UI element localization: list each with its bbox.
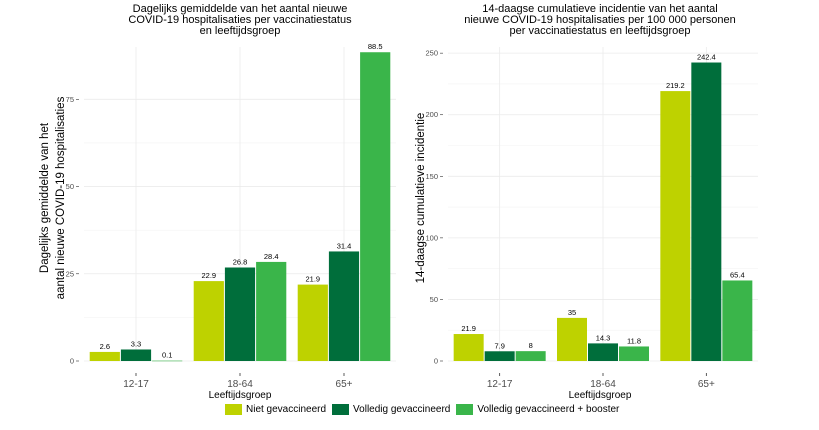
chart1-title-line: Dagelijks gemiddelde van het aantal nieu… [133,3,348,15]
chart2-data-label: 8 [529,341,533,350]
legend-swatch-volledig [332,404,350,415]
chart1-xlabel: Leeftijdsgroep [209,390,272,401]
chart1-bar-booster [360,52,391,361]
chart1-ytick-label: 75 [66,95,74,104]
chart2-ytick-label: 250 [425,49,438,58]
chart2-data-label: 7.9 [494,341,504,350]
chart2-xtick-label: 12-17 [487,379,513,390]
chart2-data-label: 65.4 [730,270,745,279]
chart1-bar-niet [297,284,328,361]
legend-item-volledig-gevaccineerd: Volledig gevaccineerd [332,404,450,415]
chart1-bar-niet [193,281,224,361]
legend-label-volledig: Volledig gevaccineerd [353,404,451,415]
chart2-ylabel-line: 14-daagse cumulatieve incidentie [415,113,427,284]
chart2-bar-niet [557,317,587,361]
chart1-title-line: COVID-19 hospitalisaties per vaccinaties… [128,14,352,26]
chart2-data-label: 242.4 [697,53,716,62]
legend-item-niet-gevaccineerd: Niet gevaccineerd [225,404,326,415]
chart2-data-label: 219.2 [666,81,685,90]
chart1-data-label: 2.6 [100,342,110,351]
legend-item-booster: Volledig gevaccineerd + booster [456,404,619,415]
chart2-bar-booster [619,346,649,361]
legend-label-booster: Volledig gevaccineerd + booster [477,404,620,415]
chart2-title-line: nieuwe COVID-19 hospitalisaties per 100 … [464,14,736,26]
chart2-data-label: 11.8 [627,336,641,345]
chart1-bar-booster [152,360,183,362]
chart2-ytick-label: 200 [425,110,438,119]
chart2-bar-niet [660,91,691,362]
chart1-bar-volledig [328,251,360,361]
chart1-data-label: 26.8 [233,257,248,266]
chart2-bar-booster [722,280,753,361]
chart1-bar-niet [89,351,120,361]
chart1-data-label: 28.4 [264,252,279,261]
legend-swatch-niet [225,404,242,415]
chart1-data-label: 0.1 [162,351,172,360]
chart2-ytick-label: 150 [425,172,438,181]
chart1-data-label: 31.4 [337,241,352,250]
chart2-bar-volledig [588,343,618,361]
chart2-xlabel: Leeftijdsgroep [569,390,632,401]
chart1-data-label: 88.5 [368,42,383,51]
chart1-data-label: 21.9 [305,275,320,284]
chart1-ylabel-line: aantal nieuwe COVID-19 hospitalisaties [55,96,67,299]
chart1-bar-volledig [120,349,152,361]
chart1-ylabel-line: Dagelijks gemiddelde van het [39,122,51,273]
chart1-xtick-label: 18-64 [227,379,253,390]
chart2-ytick-label: 50 [430,295,438,304]
chart1-bar-booster [256,261,287,361]
chart2-title-line: per vaccinatiestatus en leeftijdsgroep [510,25,691,37]
chart2-xtick-label: 65+ [698,379,715,390]
legend: Niet gevaccineerd Volledig gevaccineerd … [225,404,625,415]
chart2-data-label: 21.9 [461,324,476,333]
chart1-data-label: 22.9 [201,271,216,280]
chart2-xtick-label: 18-64 [590,379,616,390]
chart2-bar-niet [453,334,484,361]
chart2-ytick-label: 0 [434,357,438,366]
chart2-bar-volledig [691,62,722,362]
chart2-title-line: 14-daagse cumulatieve incidentie van het… [482,3,717,15]
chart1-data-label: 3.3 [131,339,141,348]
legend-swatch-booster [456,404,474,415]
chart2-bar-booster [515,351,546,361]
chart1-xtick-label: 65+ [336,379,353,390]
chart1-ytick-label: 0 [70,357,74,366]
chart1-bar-volledig [224,267,256,361]
chart1-ytick-label: 50 [66,182,74,191]
chart1-title-line: en leeftijdsgroep [200,25,281,37]
chart2-bar-volledig [484,351,515,361]
chart2-data-label: 14.3 [596,333,611,342]
chart2-data-label: 35 [568,308,576,317]
legend-label-niet: Niet gevaccineerd [246,404,327,415]
chart1-ytick-label: 25 [66,269,74,278]
chart1-xtick-label: 12-17 [123,379,149,390]
chart2-ytick-label: 100 [425,233,438,242]
